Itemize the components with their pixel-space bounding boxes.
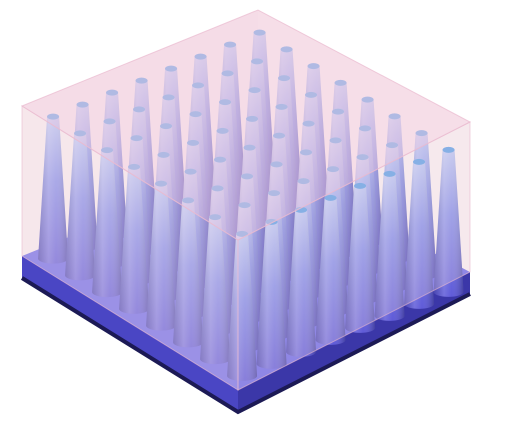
nanocone-shading [227,230,258,381]
nanocone-cap [383,170,396,177]
nanocone [38,113,69,264]
nanocone [433,146,464,297]
nanocone-shading [374,170,405,321]
nanocone-shading [92,147,123,298]
nanocone-shading [345,182,376,333]
nanocone [345,182,376,333]
nanocone-shading [38,113,69,264]
nanocone-cap [413,158,426,165]
nanocone [146,180,177,331]
nanocone-shading [146,180,177,331]
coating-front [20,9,472,391]
nanocone-shading [433,146,464,297]
nanocone-shading [200,214,231,365]
nanocone [256,218,287,369]
nanocone [65,130,96,281]
nanocone [286,206,317,357]
nanocone [374,170,405,321]
nanocone-shading [404,158,435,309]
nanocone-shading [65,130,96,281]
nanocone [315,194,346,345]
nanocone [173,197,204,348]
nanocone-shading [173,197,204,348]
nanocone [200,214,231,365]
nanocone [227,230,258,381]
nanocone-shading [256,218,287,369]
nanocone [404,158,435,309]
nanocone [92,147,123,298]
nanocone-cap [442,146,455,153]
nanocone-shading [119,163,150,314]
nanocone-cap [354,182,367,189]
substrate-bottom-edge [20,276,471,415]
substrate-front-face [22,256,238,412]
nanocone-shading [315,194,346,345]
nanocone-shading [286,206,317,357]
coating-top-face [20,9,472,241]
nanocone-cap [324,194,337,201]
